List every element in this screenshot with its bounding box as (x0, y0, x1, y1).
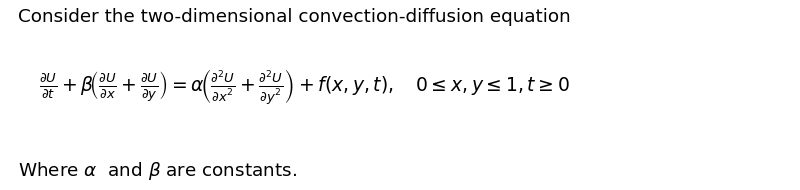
Text: Where $\alpha$  and $\beta$ are constants.: Where $\alpha$ and $\beta$ are constants… (18, 160, 297, 182)
Text: Consider the two-dimensional convection-diffusion equation: Consider the two-dimensional convection-… (18, 8, 570, 26)
Text: $\frac{\partial U}{\partial t}+\beta\!\left(\frac{\partial U}{\partial x}+\frac{: $\frac{\partial U}{\partial t}+\beta\!\l… (38, 68, 570, 107)
